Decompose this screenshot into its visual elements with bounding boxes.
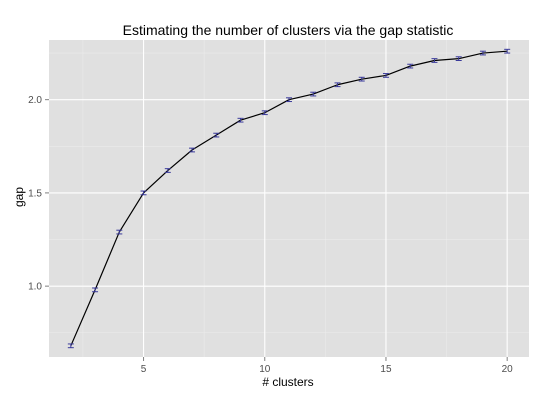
error-bar: [504, 48, 511, 54]
x-tick-label: 20: [502, 364, 514, 375]
error-bar: [140, 190, 147, 196]
x-tick-label: 15: [380, 364, 392, 375]
error-bar: [67, 343, 74, 349]
error-bar: [407, 63, 414, 69]
error-bar: [164, 168, 171, 173]
error-bar: [431, 58, 438, 63]
error-bar: [455, 56, 462, 62]
y-tick-label: 1.5: [28, 188, 42, 199]
chart-title: Estimating the number of clusters via th…: [123, 22, 454, 38]
y-axis-title: gap: [12, 187, 26, 207]
axis-ticks: 5 10 15 20 1.0 1.5 2.0: [28, 95, 513, 375]
error-bar: [213, 132, 220, 138]
minor-gridlines: [49, 40, 529, 357]
error-bar: [237, 117, 244, 123]
error-bar: [382, 73, 389, 78]
error-bar: [261, 110, 268, 116]
x-tick-label: 5: [141, 364, 147, 375]
y-tick-label: 2.0: [28, 95, 42, 106]
plot-panel: [49, 40, 529, 357]
error-bar: [479, 50, 486, 56]
error-bar: [189, 147, 196, 153]
gap-series: [67, 48, 511, 349]
error-bar: [286, 97, 292, 103]
error-bar: [358, 76, 365, 82]
major-gridlines: [49, 40, 529, 357]
y-tick-label: 1.0: [28, 282, 42, 293]
error-bar: [334, 82, 341, 88]
x-axis-title: # clusters: [262, 375, 313, 389]
error-bar: [92, 287, 99, 293]
error-bar: [116, 229, 123, 235]
x-tick-label: 10: [259, 364, 271, 375]
error-bar: [310, 91, 317, 97]
